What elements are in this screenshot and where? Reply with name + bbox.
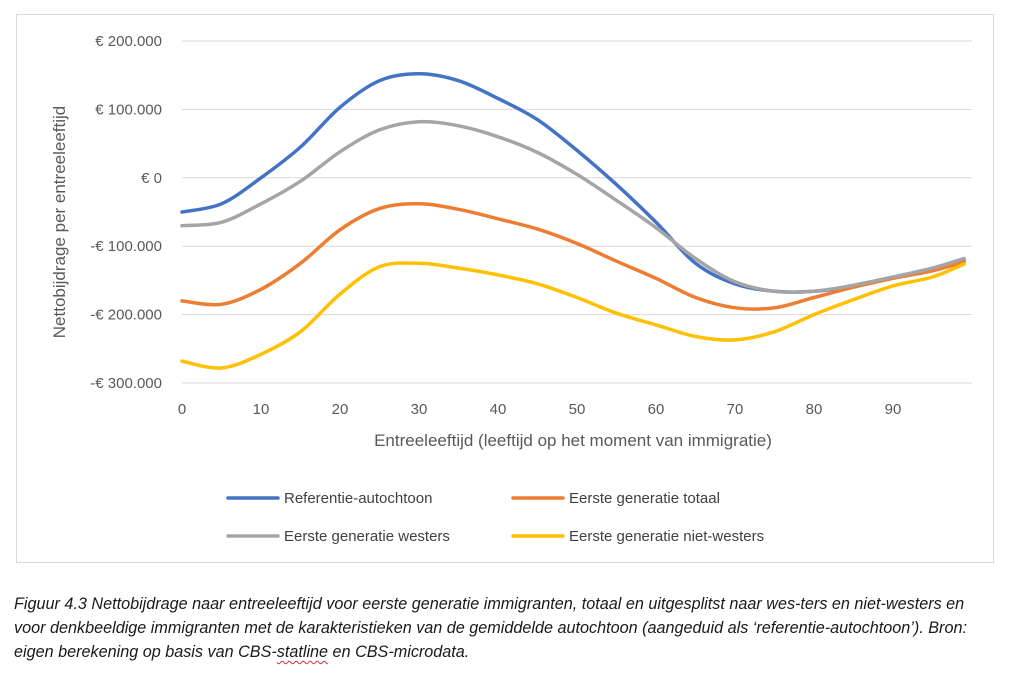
x-tick-label: 30 [411, 401, 428, 418]
series-line-eerste-generatie-westers [180, 119, 966, 295]
gridlines [182, 40, 972, 384]
y-tick-label: € 0 [141, 170, 162, 187]
x-tick-label: 20 [332, 401, 349, 418]
legend: Referentie-autochtoon Eerste generatie to… [226, 490, 764, 545]
x-tick-label: 60 [648, 401, 665, 418]
series-lines [180, 72, 966, 370]
y-axis-title: Nettobijdrage per entreeleeftijd [50, 106, 69, 338]
y-tick-label: -€ 200.000 [90, 307, 162, 324]
figure-caption: Figuur 4.3 Nettobijdrage naar entreeleef… [14, 592, 1000, 664]
legend-label: Eerste generatie totaal [569, 490, 720, 507]
y-tick-label: -€ 100.000 [90, 238, 162, 255]
caption-text-end: en CBS-microdata. [328, 643, 470, 661]
y-tick-label: € 100.000 [95, 101, 162, 118]
y-axis-ticks: € 200.000 € 100.000 € 0 -€ 100.000 -€ 200.00… [90, 33, 162, 392]
line-chart: € 200.000 € 100.000 € 0 -€ 100.000 -€ 200.00… [50, 33, 972, 545]
x-tick-label: 0 [178, 401, 186, 418]
x-tick-label: 70 [727, 401, 744, 418]
x-tick-label: 90 [885, 401, 902, 418]
caption-spellcheck-word: statline [276, 643, 329, 661]
chart-frame: € 200.000 € 100.000 € 0 -€ 100.000 -€ 200.00… [16, 14, 994, 563]
x-tick-label: 50 [569, 401, 586, 418]
caption-text: Figuur 4.3 Nettobijdrage naar entreeleef… [14, 595, 967, 661]
x-tick-label: 10 [253, 401, 270, 418]
series-line-eerste-generatie-niet-westers [180, 261, 966, 370]
legend-label: Eerste generatie niet-westers [569, 528, 764, 545]
x-tick-label: 80 [806, 401, 823, 418]
y-tick-label: € 200.000 [95, 33, 162, 50]
legend-label: Referentie-autochtoon [284, 490, 432, 507]
legend-label: Eerste generatie westers [284, 528, 450, 545]
x-tick-label: 40 [490, 401, 507, 418]
y-tick-label: -€ 300.000 [90, 375, 162, 392]
series-line-eerste-generatie-totaal [180, 202, 966, 311]
x-axis-ticks: 0 10 20 30 40 50 60 70 80 90 [178, 401, 902, 418]
x-axis-title: Entreeleeftijd (leeftijd op het moment v… [374, 431, 772, 450]
